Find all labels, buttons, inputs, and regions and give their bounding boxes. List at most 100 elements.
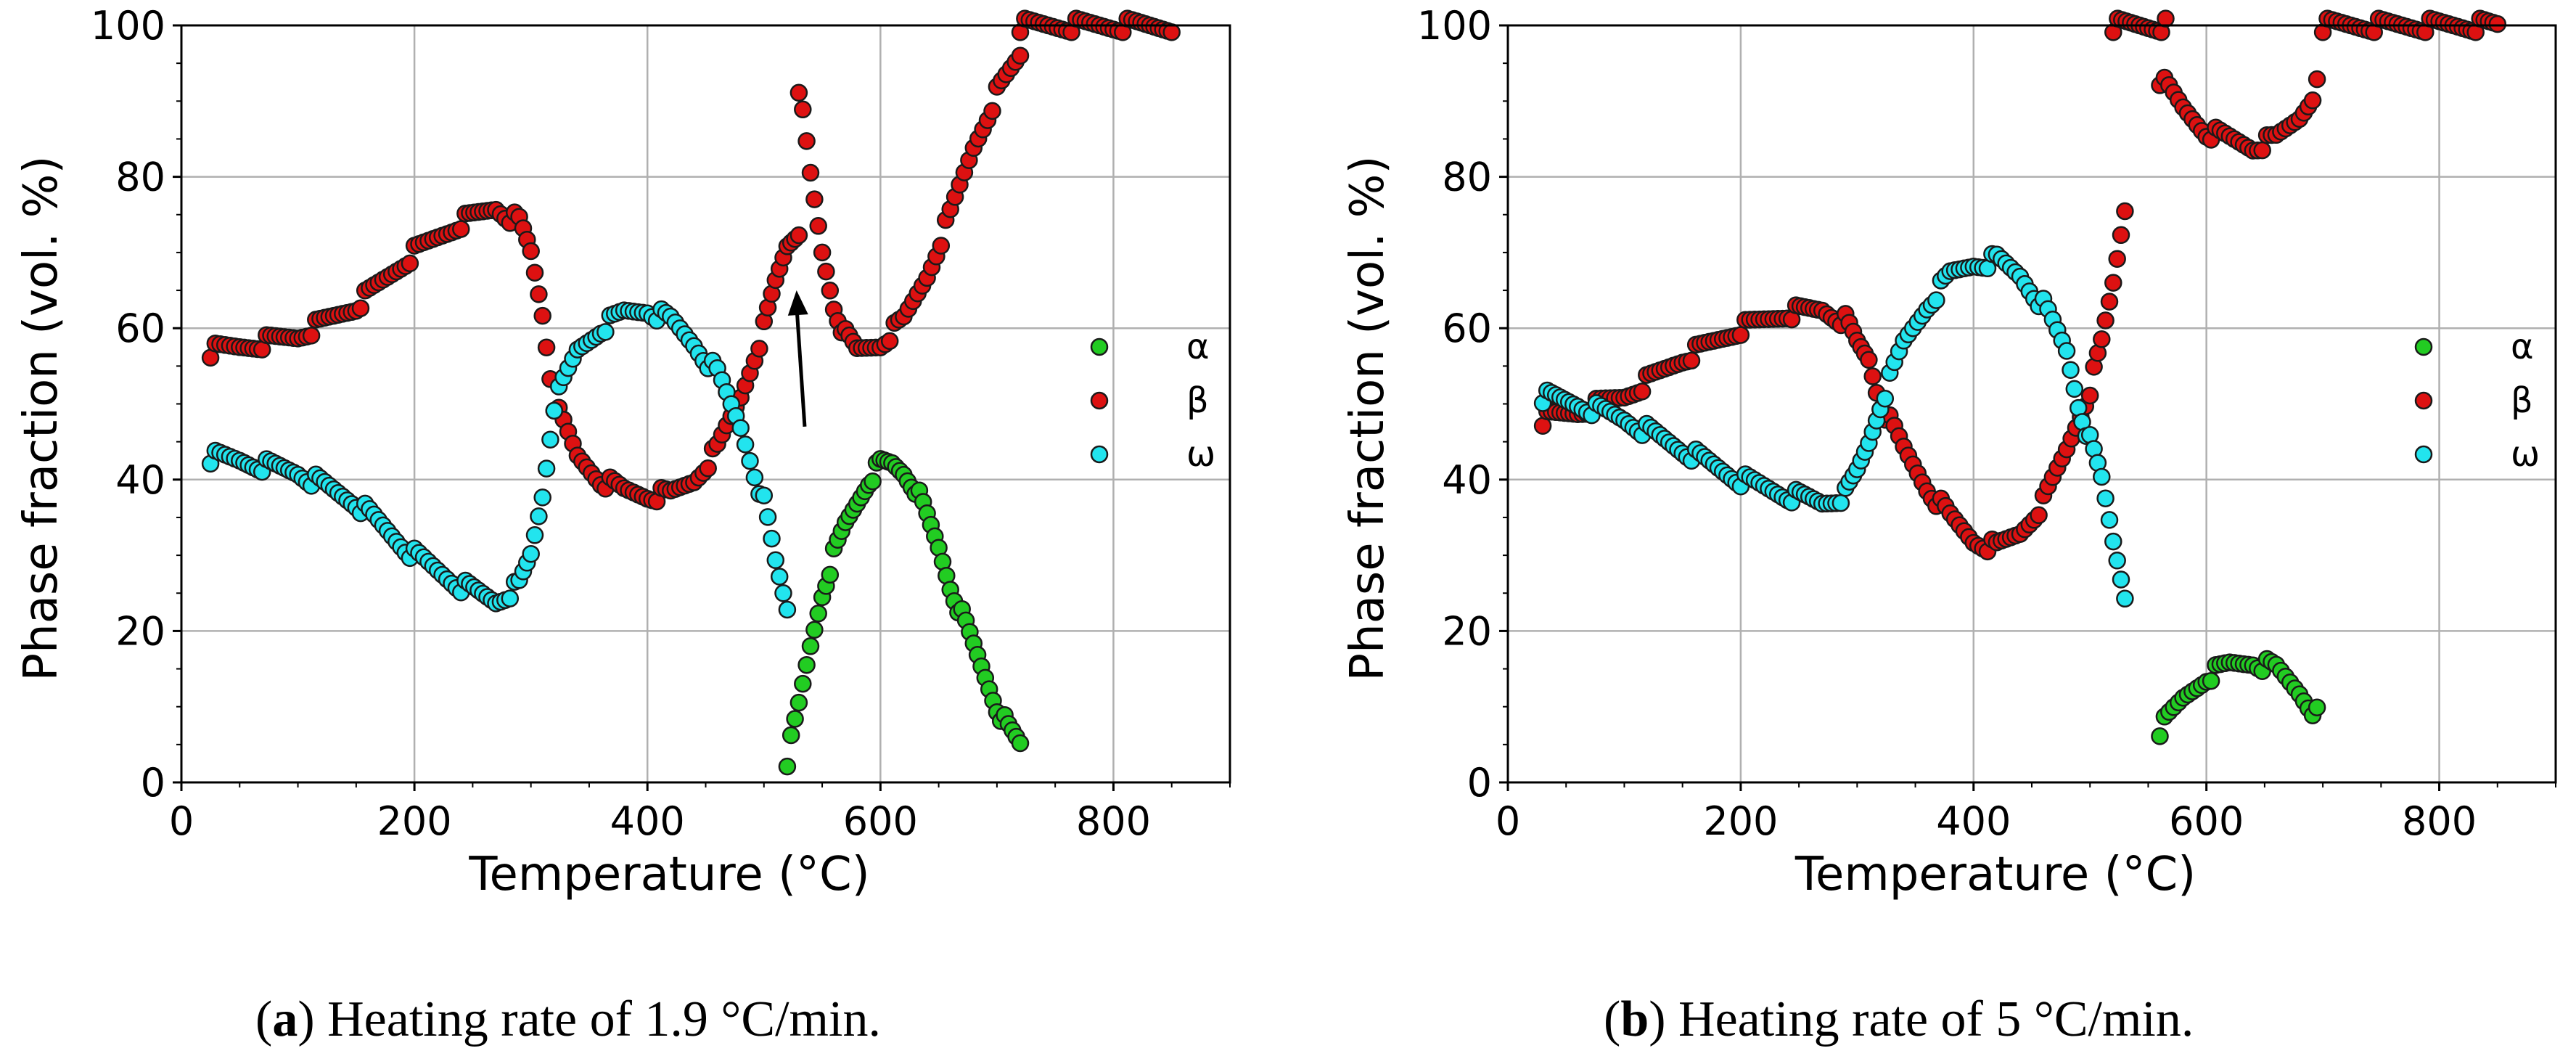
data-point-beta <box>537 338 556 356</box>
annotation-arrow-head <box>787 290 808 316</box>
data-point-beta <box>1162 23 1181 41</box>
x-tick-label: 400 <box>1936 798 2011 844</box>
data-point-beta <box>801 163 820 182</box>
chart-panel-a: 0 200 400 600 800 0 20 40 60 80 100 αβω Temperature … <box>15 3 1231 901</box>
x-axis-title: Temperature (°C) <box>468 848 869 901</box>
data-point-beta <box>2104 274 2122 292</box>
data-point-beta <box>253 340 271 359</box>
data-point-alpha <box>797 655 816 674</box>
data-point-omega <box>2112 570 2130 589</box>
chart-panel-b: 0 200 400 600 800 0 20 40 60 80 100 αβω Temperature … <box>1341 3 2557 901</box>
data-point-alpha <box>789 693 808 712</box>
data-point-omega <box>2104 532 2122 551</box>
data-point-omega <box>545 401 564 420</box>
caption-b-text: ) Heating rate of 5 °C/min. <box>1649 991 2194 1047</box>
data-point-beta <box>525 263 544 282</box>
data-point-omega <box>2116 589 2134 608</box>
legend: αβω <box>2414 327 2540 475</box>
data-point-beta <box>797 132 816 150</box>
data-point-alpha <box>864 472 882 491</box>
data-point-beta <box>2488 15 2507 33</box>
legend-marker-omega <box>1090 445 1109 464</box>
data-point-omega <box>596 323 615 341</box>
y-tick-label: 60 <box>115 306 165 351</box>
data-point-alpha <box>794 674 812 693</box>
legend-label-omega: ω <box>1186 434 1215 475</box>
data-point-beta <box>699 459 717 478</box>
data-point-beta <box>794 100 812 119</box>
data-point-beta <box>2116 202 2134 221</box>
legend-marker-alpha <box>1090 337 1109 356</box>
data-point-omega <box>525 526 544 544</box>
caption-b: (b) Heating rate of 5 °C/min. <box>1604 991 2194 1047</box>
data-point-beta <box>2108 250 2126 268</box>
data-point-beta <box>2253 141 2271 160</box>
data-point-alpha <box>2308 698 2326 716</box>
data-point-omega <box>1831 494 1850 512</box>
data-point-omega <box>533 488 551 507</box>
y-tick-label: 20 <box>115 608 165 654</box>
data-point-beta <box>1731 326 1750 344</box>
series-omega <box>201 300 797 619</box>
data-point-beta <box>880 332 899 351</box>
data-point-beta <box>401 254 419 273</box>
plot-frame <box>180 24 1231 784</box>
data-point-omega <box>541 430 559 449</box>
y-tick-label: 100 <box>91 3 165 49</box>
legend: αβω <box>1090 327 1215 475</box>
caption-b-panel: b <box>1620 991 1649 1047</box>
data-point-alpha <box>2151 727 2169 745</box>
data-point-omega <box>741 451 759 470</box>
data-point-omega <box>522 544 540 563</box>
y-tick-label: 0 <box>141 760 165 806</box>
data-point-omega <box>755 486 774 504</box>
y-axis-title: Phase fraction (vol. %) <box>15 156 68 682</box>
data-point-alpha <box>786 710 804 728</box>
data-point-beta <box>452 220 470 238</box>
x-tick-label: 0 <box>1496 798 1520 844</box>
data-point-omega <box>774 584 792 602</box>
data-point-beta <box>789 83 808 102</box>
data-point-alpha <box>809 605 827 623</box>
data-point-beta <box>2080 386 2099 405</box>
data-point-omega <box>758 508 777 526</box>
legend-marker-beta <box>1090 391 1109 410</box>
series-beta <box>201 9 1181 511</box>
annotation-arrow-shaft <box>795 304 807 427</box>
caption-a: (a) Heating rate of 1.9 °C/min. <box>255 991 881 1047</box>
series-alpha <box>778 450 1030 776</box>
series-alpha <box>2151 650 2326 745</box>
data-point-omega <box>2108 552 2126 570</box>
y-tick-label: 100 <box>1417 3 1492 49</box>
data-point-omega <box>731 419 750 437</box>
data-point-beta <box>2100 292 2119 311</box>
x-tick-label: 800 <box>1076 798 1151 844</box>
legend-label-beta: β <box>2511 380 2533 421</box>
data-point-omega <box>501 589 520 607</box>
data-point-beta <box>1860 351 1878 369</box>
data-point-alpha <box>1011 734 1030 753</box>
data-point-beta <box>302 327 321 345</box>
caption-a-text: ) Heating rate of 1.9 °C/min. <box>298 991 881 1047</box>
data-point-beta <box>932 237 951 255</box>
legend-label-omega: ω <box>2511 434 2540 475</box>
y-axis-title: Phase fraction (vol. %) <box>1341 156 1395 682</box>
data-point-beta <box>805 190 824 208</box>
x-tick-label: 200 <box>377 798 452 844</box>
legend-marker-omega <box>2414 445 2433 464</box>
data-point-omega <box>2065 380 2084 398</box>
data-point-omega <box>2062 361 2080 379</box>
legend-label-alpha: α <box>2511 327 2534 367</box>
data-point-beta <box>983 102 1001 120</box>
data-point-beta <box>2303 91 2322 110</box>
data-point-beta <box>1863 367 1882 385</box>
data-point-beta <box>1633 382 1652 401</box>
data-point-beta <box>750 340 768 358</box>
data-point-beta <box>351 299 370 317</box>
data-point-beta <box>809 217 827 235</box>
data-point-omega <box>2096 489 2114 507</box>
data-point-beta <box>1011 46 1030 65</box>
data-point-omega <box>530 507 548 525</box>
data-point-omega <box>1876 389 1895 408</box>
data-point-beta <box>817 262 835 281</box>
